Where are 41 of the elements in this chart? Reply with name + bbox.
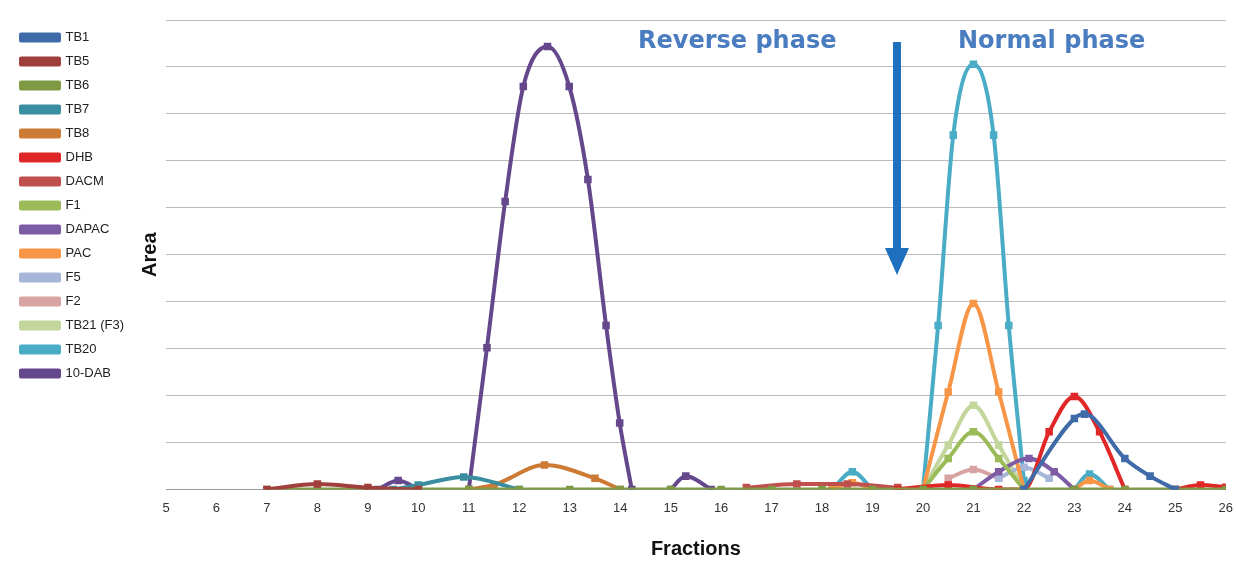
legend-label: 10-DAB xyxy=(65,365,112,381)
x-tick-label: 25 xyxy=(1168,499,1183,515)
annotation: Normal phase xyxy=(958,26,1146,55)
legend-label: DHB xyxy=(65,149,93,165)
legend-label: F2 xyxy=(65,293,81,309)
x-tick-label: 13 xyxy=(562,499,577,515)
x-tick-label: 16 xyxy=(713,499,729,515)
annotation: Reverse phase xyxy=(638,26,837,55)
x-tick-label: 12 xyxy=(512,499,527,515)
legend-label: DAPAC xyxy=(65,221,110,237)
x-tick-label: 7 xyxy=(263,499,271,515)
legend-label: TB1 xyxy=(65,29,90,45)
x-tick-label: 10 xyxy=(411,499,426,515)
x-tick-label: 20 xyxy=(915,499,931,515)
x-tick-label: 11 xyxy=(462,499,476,515)
x-tick-label: 24 xyxy=(1117,499,1133,515)
legend-label: TB21 (F3) xyxy=(65,317,125,333)
legend-label: TB8 xyxy=(65,125,90,141)
legend-label: F1 xyxy=(65,197,81,213)
y-axis-title: Area xyxy=(137,231,160,277)
legend-label: F5 xyxy=(65,269,81,285)
x-tick-label: 23 xyxy=(1067,499,1082,515)
x-tick-label: 26 xyxy=(1218,499,1233,515)
x-tick-label: 18 xyxy=(814,499,830,515)
legend-label: TB20 xyxy=(65,341,97,357)
legend-label: TB6 xyxy=(65,77,90,93)
x-tick-label: 21 xyxy=(966,499,981,515)
x-axis-title: Fractions xyxy=(650,536,741,559)
x-tick-label: 17 xyxy=(764,499,779,515)
legend-label: TB5 xyxy=(65,53,90,69)
legend-label: TB7 xyxy=(65,101,90,117)
x-tick-label: 9 xyxy=(364,499,372,515)
x-tick-label: 15 xyxy=(663,499,678,515)
x-tick-label: 22 xyxy=(1016,499,1032,515)
x-tick-label: 19 xyxy=(865,499,880,515)
x-tick-label: 6 xyxy=(212,499,221,515)
x-tick-label: 5 xyxy=(162,499,170,515)
x-tick-label: 8 xyxy=(313,499,322,515)
legend-label: PAC xyxy=(65,245,92,261)
x-tick-label: 14 xyxy=(612,499,628,515)
legend-label: DACM xyxy=(65,173,104,189)
